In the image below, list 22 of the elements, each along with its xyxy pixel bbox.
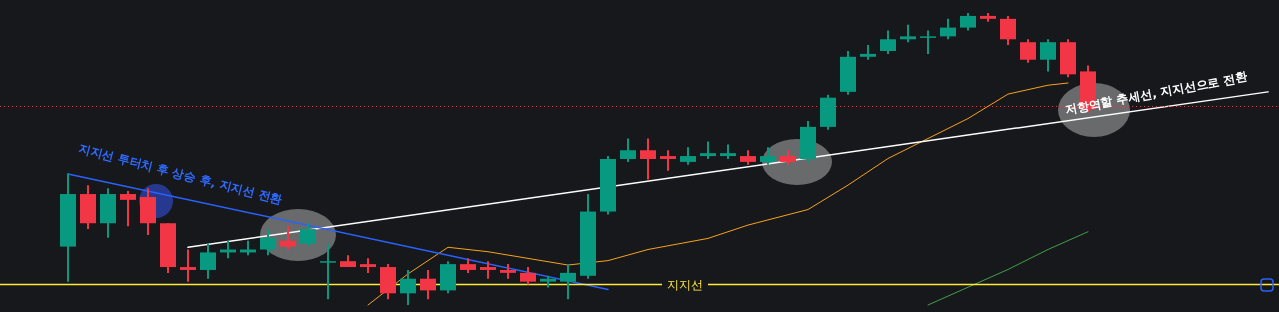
candlestick bbox=[180, 248, 196, 283]
candlestick bbox=[420, 268, 436, 301]
candlestick bbox=[560, 263, 576, 301]
candlestick bbox=[660, 149, 676, 172]
candlestick bbox=[920, 29, 936, 55]
annotation: 저항역할 추세선, 지지선으로 전환 bbox=[1064, 69, 1249, 117]
candlestick bbox=[620, 137, 636, 163]
candlestick bbox=[1040, 38, 1056, 73]
candlestick bbox=[400, 268, 416, 306]
candlestick bbox=[200, 242, 216, 280]
candlestick bbox=[880, 29, 896, 55]
candlestick bbox=[1020, 38, 1036, 64]
candlestick bbox=[300, 222, 316, 248]
candlestick bbox=[1000, 14, 1016, 47]
annotation: 지지선 투터치 후 상승 후, 지지선 전환 bbox=[77, 141, 284, 208]
ref-line-label: 지지선 bbox=[667, 277, 703, 292]
candlestick bbox=[320, 242, 336, 301]
candlestick bbox=[940, 17, 956, 41]
candlestick bbox=[640, 137, 656, 181]
candlestick bbox=[280, 225, 296, 251]
candlestick bbox=[120, 190, 136, 228]
candlestick bbox=[260, 228, 276, 257]
